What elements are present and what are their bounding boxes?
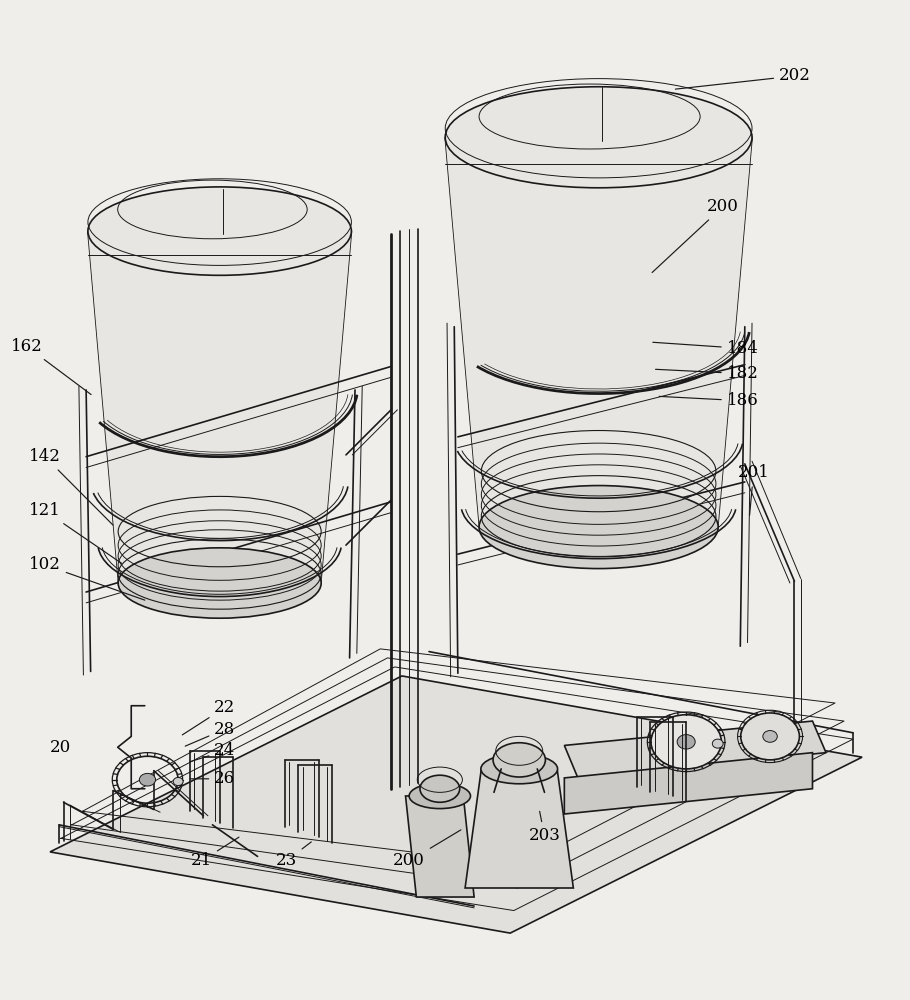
Text: 21: 21: [191, 837, 239, 869]
Text: 24: 24: [190, 742, 236, 762]
Ellipse shape: [763, 731, 777, 742]
Text: 23: 23: [276, 842, 311, 869]
Ellipse shape: [493, 743, 545, 777]
Ellipse shape: [118, 548, 321, 618]
Polygon shape: [465, 769, 573, 888]
Text: 182: 182: [655, 365, 759, 382]
Text: 22: 22: [182, 699, 236, 735]
Text: 28: 28: [186, 721, 236, 746]
Ellipse shape: [445, 87, 752, 188]
Ellipse shape: [713, 739, 723, 748]
Text: 202: 202: [675, 67, 811, 89]
Text: 200: 200: [652, 198, 739, 273]
Text: 184: 184: [652, 340, 759, 357]
Ellipse shape: [741, 713, 799, 760]
Polygon shape: [50, 676, 862, 933]
Text: 142: 142: [29, 448, 113, 525]
Text: 201: 201: [738, 464, 770, 515]
Ellipse shape: [410, 783, 470, 809]
Ellipse shape: [480, 754, 558, 784]
Ellipse shape: [139, 773, 156, 786]
Text: 162: 162: [11, 338, 91, 395]
Ellipse shape: [677, 735, 695, 749]
Polygon shape: [564, 753, 813, 814]
Text: 102: 102: [29, 556, 145, 600]
Text: 26: 26: [190, 770, 236, 787]
Polygon shape: [406, 796, 474, 897]
Text: 186: 186: [659, 392, 759, 409]
Ellipse shape: [88, 187, 351, 275]
Text: 200: 200: [393, 830, 460, 869]
Ellipse shape: [420, 775, 460, 802]
Polygon shape: [88, 231, 351, 583]
Ellipse shape: [479, 486, 718, 569]
Ellipse shape: [173, 777, 183, 786]
Ellipse shape: [651, 715, 722, 769]
Text: 203: 203: [529, 811, 561, 844]
Text: 121: 121: [29, 502, 122, 563]
Polygon shape: [445, 137, 752, 527]
Polygon shape: [564, 721, 826, 778]
Text: 20: 20: [50, 739, 72, 756]
